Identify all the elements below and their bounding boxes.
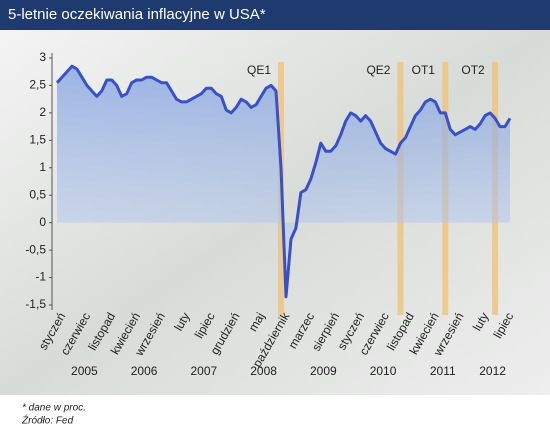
y-tick-label: 3 [39, 50, 46, 64]
y-tick-label: 1 [39, 160, 46, 174]
y-tick-label: 1,5 [29, 133, 46, 147]
footnote: * dane w proc. [22, 403, 86, 414]
header [0, 0, 550, 30]
y-tick-label: 0,5 [29, 187, 46, 201]
annotation-label: OT2 [461, 63, 485, 77]
year-label: 2008 [250, 364, 277, 378]
chart-title: 5-letnie oczekiwania inflacyjne w USA* [8, 6, 266, 23]
year-label: 2010 [370, 364, 397, 378]
annotation-label: QE1 [247, 63, 271, 77]
y-tick-label: -0,5 [25, 242, 46, 256]
source: Źródło: Fed [21, 414, 74, 427]
year-label: 2012 [479, 364, 506, 378]
y-tick-label: -1,5 [25, 297, 46, 311]
year-label: 2007 [191, 364, 218, 378]
year-label: 2005 [71, 364, 98, 378]
line [55, 64, 512, 299]
year-label: 2011 [430, 364, 456, 378]
area [57, 66, 510, 297]
year-label: 2009 [310, 364, 337, 378]
y-tick-label: 2 [39, 105, 46, 119]
y-tick-label: 2,5 [29, 78, 46, 92]
y-tick-label: -1 [35, 270, 46, 284]
year-label: 2006 [131, 364, 158, 378]
y-tick-label: 0 [39, 215, 46, 229]
annotation-label: OT1 [412, 63, 436, 77]
annotation-label: QE2 [366, 63, 390, 77]
